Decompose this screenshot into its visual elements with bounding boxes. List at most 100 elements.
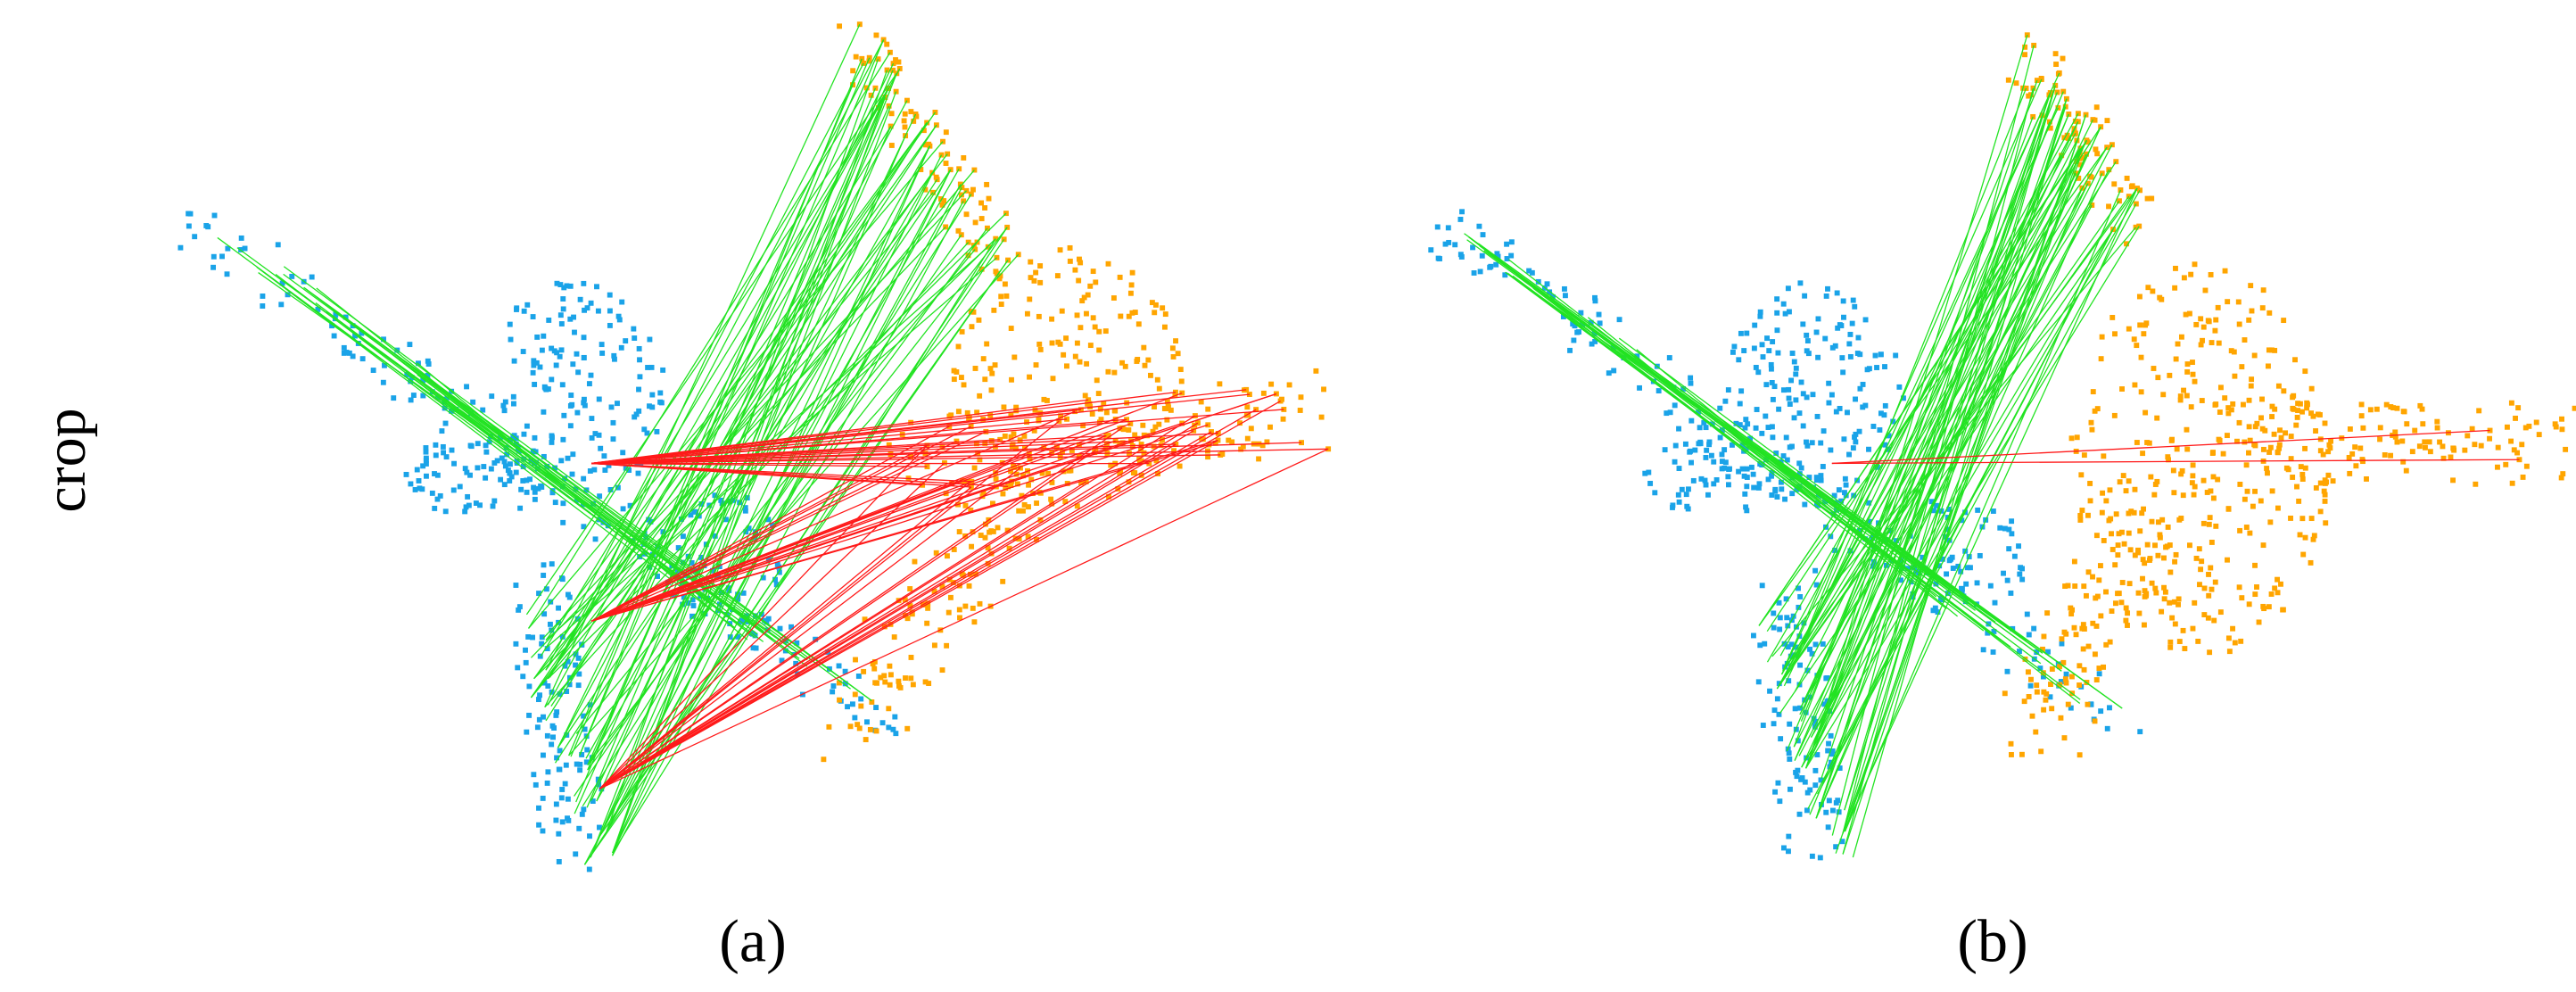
- point: [2275, 505, 2281, 511]
- point: [549, 741, 555, 748]
- point: [2110, 547, 2116, 552]
- point: [2374, 406, 2380, 412]
- point: [1753, 425, 1759, 431]
- point: [1127, 290, 1134, 296]
- point: [1828, 447, 1834, 453]
- point: [513, 641, 519, 647]
- point: [1562, 293, 1568, 299]
- point: [2216, 436, 2222, 442]
- point: [2200, 520, 2207, 526]
- point: [489, 393, 495, 400]
- correspondence: [1831, 45, 2035, 836]
- point: [964, 409, 970, 416]
- point: [2294, 484, 2299, 490]
- point: [1452, 242, 1458, 248]
- point: [1948, 556, 1954, 562]
- point: [887, 682, 893, 688]
- point: [1102, 328, 1109, 335]
- point: [567, 316, 574, 322]
- point: [2269, 403, 2275, 409]
- point: [966, 416, 972, 421]
- point: [481, 464, 487, 469]
- point: [1796, 410, 1803, 417]
- point: [2225, 410, 2232, 417]
- point: [2240, 401, 2246, 408]
- point: [1737, 422, 1743, 428]
- point: [2465, 433, 2471, 439]
- point: [2400, 459, 2407, 465]
- point: [581, 280, 587, 286]
- point: [571, 314, 577, 320]
- point: [1095, 391, 1102, 397]
- point: [2503, 461, 2509, 467]
- point: [866, 58, 872, 64]
- point: [1634, 353, 1640, 360]
- point: [924, 620, 930, 626]
- point: [922, 679, 929, 685]
- point: [2210, 450, 2216, 456]
- point: [2162, 589, 2168, 595]
- point: [1646, 469, 1652, 475]
- point: [1004, 527, 1011, 533]
- point: [907, 586, 913, 591]
- point: [2563, 446, 2569, 452]
- point: [2172, 285, 2178, 291]
- point: [648, 518, 654, 525]
- point: [1041, 445, 1047, 451]
- point: [750, 645, 756, 651]
- point: [1562, 285, 1567, 292]
- correspondence: [568, 84, 854, 756]
- point: [2294, 414, 2300, 420]
- point: [2327, 445, 2333, 451]
- point: [2313, 484, 2319, 491]
- point: [1005, 257, 1011, 263]
- point: [539, 641, 545, 647]
- point: [2005, 77, 2011, 83]
- point: [1770, 396, 1776, 402]
- point: [1774, 310, 1780, 316]
- point: [1039, 470, 1045, 476]
- point: [1860, 382, 1866, 387]
- point: [871, 665, 878, 672]
- point: [565, 658, 571, 665]
- point: [645, 365, 651, 370]
- point: [2152, 585, 2159, 591]
- point: [2359, 457, 2365, 462]
- point: [2112, 331, 2118, 337]
- point: [610, 436, 616, 442]
- point: [2076, 682, 2083, 688]
- point: [2183, 311, 2189, 318]
- point: [2178, 471, 2184, 477]
- point: [1026, 482, 1031, 488]
- point: [2184, 361, 2191, 368]
- point: [423, 458, 429, 463]
- point: [2308, 385, 2315, 392]
- point: [1147, 372, 1153, 378]
- point: [1471, 270, 1477, 276]
- point: [2123, 605, 2129, 611]
- point: [1785, 644, 1791, 650]
- point: [2151, 366, 2157, 371]
- point: [1782, 310, 1788, 317]
- point: [1173, 338, 1178, 344]
- point: [2027, 682, 2034, 689]
- correspondence: [547, 126, 892, 680]
- point: [1804, 789, 1811, 796]
- point: [2304, 400, 2310, 406]
- point: [1752, 322, 1758, 328]
- point: [1733, 420, 1739, 426]
- point: [2140, 575, 2145, 582]
- point: [1719, 459, 1725, 465]
- point: [2239, 364, 2245, 370]
- point: [983, 428, 989, 434]
- point: [1963, 581, 1969, 587]
- point: [1928, 499, 1935, 505]
- point: [2054, 89, 2060, 95]
- correspondence: [1844, 106, 2067, 811]
- point: [1428, 247, 1434, 253]
- point: [2230, 401, 2236, 407]
- point: [1025, 533, 1031, 540]
- correspondence: [599, 415, 1196, 789]
- point: [2001, 570, 2006, 576]
- point: [956, 166, 962, 172]
